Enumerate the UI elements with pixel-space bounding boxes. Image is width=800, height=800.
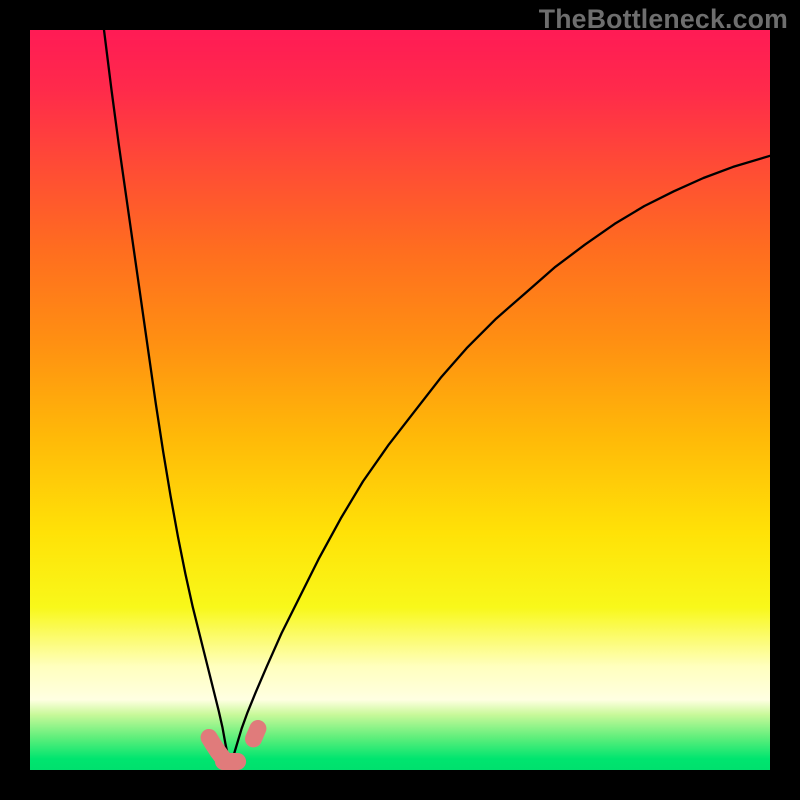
marker-right-pair — [253, 729, 257, 739]
marker-bottom-bar — [215, 753, 246, 770]
watermark-text: TheBottleneck.com — [539, 4, 788, 35]
right-curve — [230, 156, 770, 770]
left-curve — [104, 30, 230, 770]
plot-area — [30, 30, 770, 770]
curves-layer — [30, 30, 770, 770]
marker-group — [209, 729, 258, 770]
chart-stage: TheBottleneck.com — [0, 0, 800, 800]
